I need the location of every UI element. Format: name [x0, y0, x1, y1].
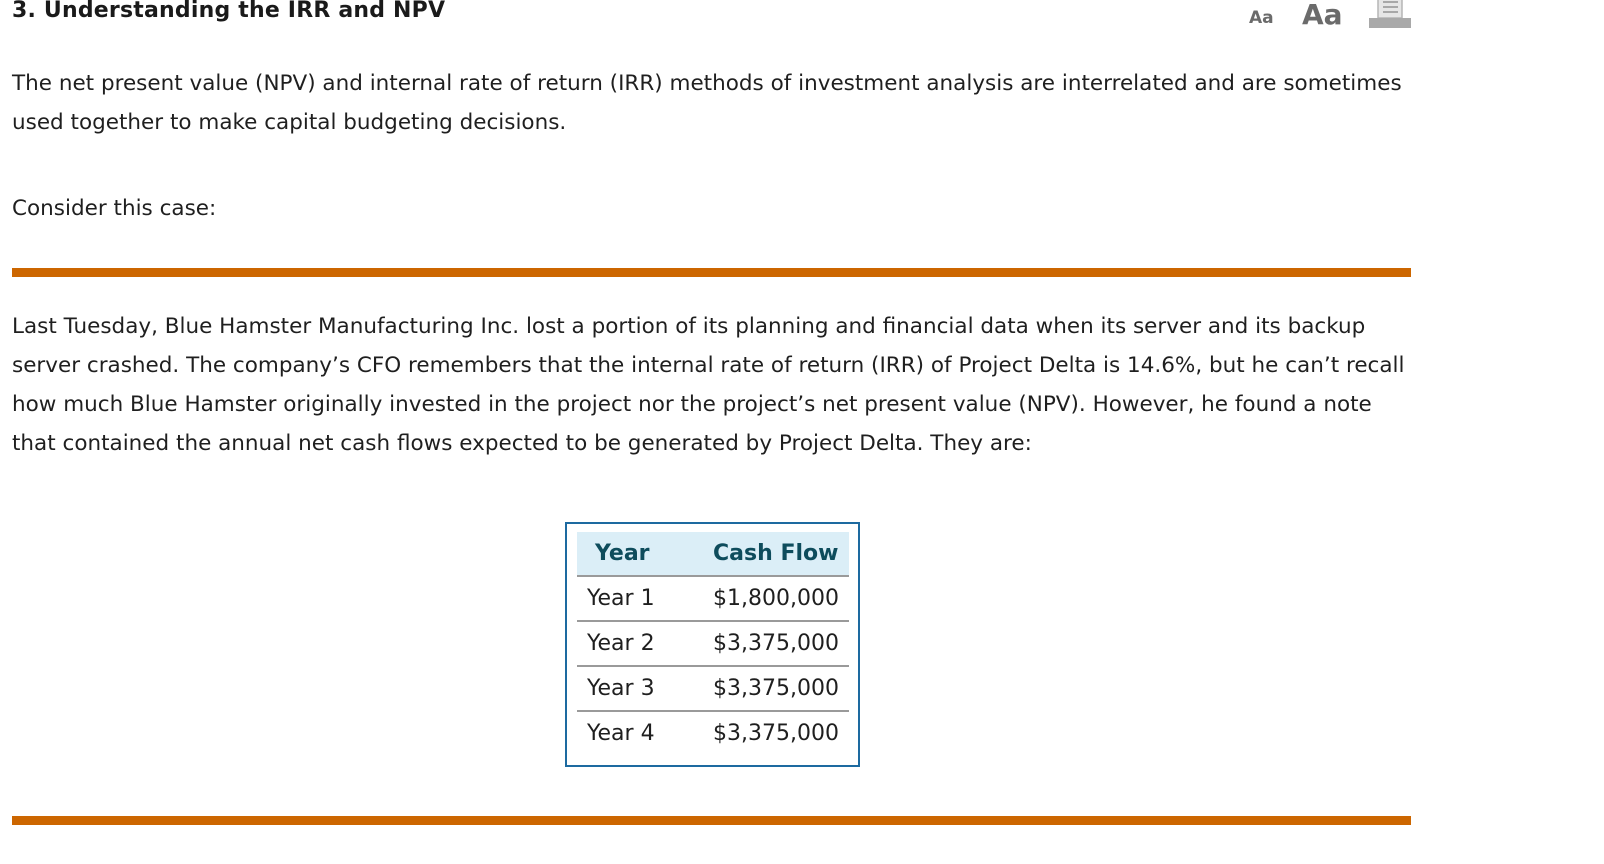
page-title: 3. Understanding the IRR and NPV: [12, 0, 446, 23]
cash-flow-table-container: Year Cash Flow Year 1 $1,800,000 Year 2 …: [565, 522, 860, 767]
column-header-cash-flow: Cash Flow: [695, 532, 849, 577]
table-row: Year 2 $3,375,000: [577, 621, 849, 667]
table-row: Year 4 $3,375,000: [577, 711, 849, 755]
cash-flow-table: Year Cash Flow Year 1 $1,800,000 Year 2 …: [577, 532, 849, 755]
case-paragraph: Last Tuesday, Blue Hamster Manufacturing…: [12, 314, 1405, 456]
intro-paragraph: The net present value (NPV) and internal…: [12, 71, 1402, 135]
year-cell: Year 4: [587, 721, 655, 746]
print-icon[interactable]: [1368, 0, 1412, 30]
cash-flow-cell: $3,375,000: [695, 666, 849, 712]
year-cell: Year 3: [577, 666, 696, 712]
year-cell: Year 2: [577, 621, 696, 667]
cash-flow-cell: $3,375,000: [695, 621, 849, 667]
section-divider-top: [12, 268, 1411, 277]
table-row: Year 1 $1,800,000: [577, 576, 849, 622]
consider-label: Consider this case:: [12, 196, 217, 221]
cash-flow-cell: $3,375,000: [713, 721, 839, 746]
font-size-large-button[interactable]: Aa: [1302, 0, 1343, 31]
font-size-small-button[interactable]: Aa: [1249, 8, 1274, 28]
cash-flow-cell: $1,800,000: [695, 576, 849, 622]
year-cell: Year 1: [577, 576, 696, 622]
table-row: Year 3 $3,375,000: [577, 666, 849, 712]
column-header-year: Year: [577, 532, 696, 577]
section-divider-bottom: [12, 816, 1411, 825]
table-header-row: Year Cash Flow: [577, 532, 849, 577]
